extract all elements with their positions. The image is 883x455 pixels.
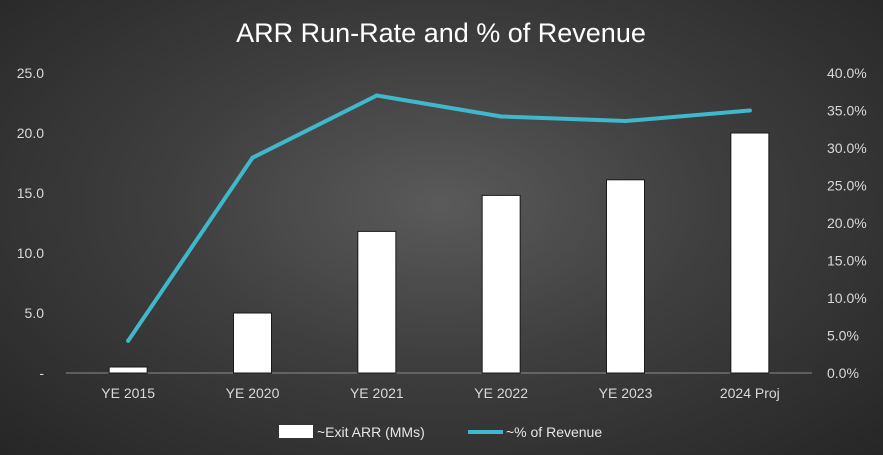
- legend-label-bar: ~Exit ARR (MMs): [317, 424, 425, 440]
- legend: ~Exit ARR (MMs) ~% of Revenue: [279, 424, 602, 440]
- legend-swatch-bar: [279, 425, 313, 438]
- chart-title: ARR Run-Rate and % of Revenue: [236, 18, 646, 48]
- x-axis: YE 2015 YE 2020 YE 2021 YE 2022 YE 2023 2024 …: [101, 385, 779, 401]
- right-tick-label: 15.0%: [827, 253, 867, 269]
- x-tick-label: YE 2023: [599, 385, 653, 401]
- x-tick-label: 2024 Proj: [720, 385, 780, 401]
- line-point: [499, 114, 504, 119]
- x-tick-label: YE 2022: [474, 385, 528, 401]
- left-tick-label: 15.0: [17, 185, 44, 201]
- line-point: [126, 338, 131, 343]
- left-tick-label: 5.0: [25, 305, 45, 321]
- left-tick-label: 10.0: [17, 245, 44, 261]
- left-tick-label: -: [39, 365, 44, 381]
- series-line: [126, 93, 752, 343]
- bar: [357, 230, 397, 374]
- line-point: [623, 119, 628, 123]
- line-point: [250, 155, 255, 160]
- right-axis: 0.0% 5.0% 10.0% 15.0% 20.0% 25.0% 30.0% 35.0% 40…: [827, 65, 867, 381]
- x-tick-label: YE 2020: [226, 385, 280, 401]
- right-tick-label: 40.0%: [827, 65, 867, 81]
- right-tick-label: 35.0%: [827, 103, 867, 119]
- right-tick-label: 30.0%: [827, 140, 867, 156]
- right-tick-label: 5.0%: [827, 328, 859, 344]
- right-tick-label: 20.0%: [827, 215, 867, 231]
- right-tick-label: 10.0%: [827, 290, 867, 306]
- right-tick-label: 0.0%: [827, 365, 859, 381]
- left-axis: - 5.0 10.0 15.0 20.0 25.0: [17, 65, 45, 381]
- line-point: [747, 108, 752, 113]
- bar: [233, 312, 272, 374]
- right-tick-label: 25.0%: [827, 178, 867, 194]
- left-tick-label: 20.0: [17, 125, 44, 141]
- line-series: [126, 93, 752, 343]
- bar: [108, 366, 148, 374]
- bar: [730, 132, 770, 374]
- bar: [606, 179, 645, 374]
- x-tick-label: YE 2021: [350, 385, 404, 401]
- bar: [481, 194, 521, 374]
- bar-series: [108, 132, 770, 374]
- line-point: [374, 93, 379, 98]
- legend-label-line: ~% of Revenue: [506, 424, 602, 440]
- x-tick-label: YE 2015: [101, 385, 155, 401]
- left-tick-label: 25.0: [17, 65, 44, 81]
